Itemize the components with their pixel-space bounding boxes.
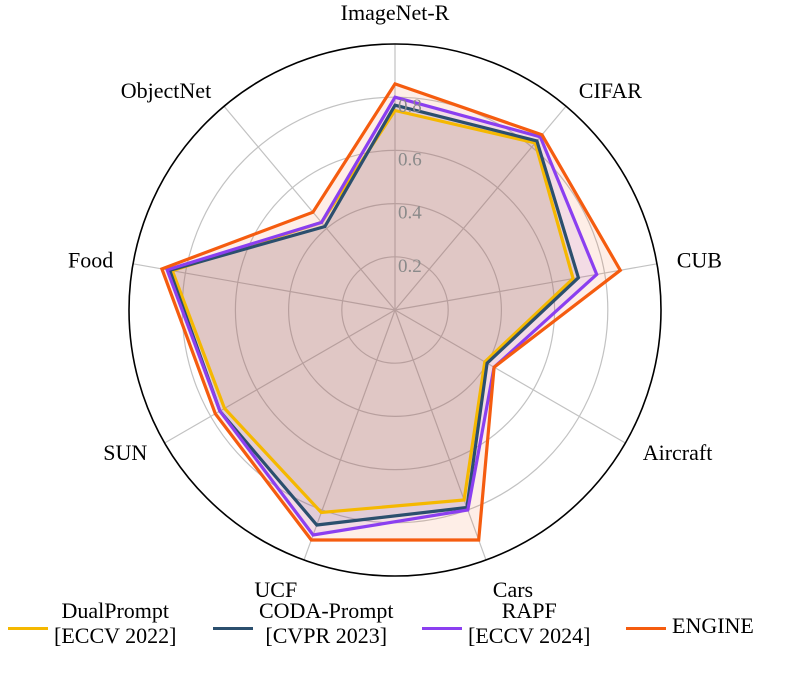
series-fill-engine [161,83,621,541]
spoke-6 [164,309,396,444]
series-fill-dualprompt [172,110,574,513]
outer-frame [128,43,662,577]
series-line-coda-prompt [167,103,581,527]
legend-swatch-engine [626,627,666,630]
series-fill-rapf [167,97,597,535]
radial-tick-label-2: 0.6 [398,149,422,170]
series-line-rapf [165,95,599,537]
spoke-7 [132,263,396,311]
legend-label-engine: ENGINE [672,598,754,638]
spoke-5 [303,309,396,561]
radar-chart: 0.2 0.4 0.6 0.8 ImageNet-R CIFAR CUB Aircraft Ca… [68,0,722,600]
spoke-3 [394,309,626,444]
legend-item-dualprompt: DualPrompt [ECCV 2022] [8,598,176,648]
legend-item-rapf: RAPF [ECCV 2024] [422,598,590,648]
legend-venue-dualprompt: [ECCV 2022] [54,623,177,648]
axis-label-cifar: CIFAR [579,78,642,103]
legend-name-rapf: RAPF [501,598,557,623]
legend-label-rapf: RAPF [ECCV 2024] [468,598,590,648]
legend-item-coda-prompt: CODA-Prompt [CVPR 2023] [213,598,393,648]
radial-tick-label-3: 0.8 [398,96,422,117]
spoke-8 [223,105,396,311]
axis-label-cub: CUB [677,247,722,272]
legend-name-dualprompt: DualPrompt [61,598,169,623]
axis-label-sun: SUN [103,440,147,465]
radial-tick-label-0: 0.2 [398,256,422,277]
series-line-engine [159,81,623,542]
legend-venue-coda-prompt: [CVPR 2023] [265,623,388,648]
axis-label-cars: Cars [493,577,533,600]
legend-swatch-dualprompt [8,627,48,630]
legend-swatch-coda-prompt [213,627,253,630]
legend-swatch-rapf [422,627,462,630]
legend: DualPrompt [ECCV 2022] CODA-Prompt [CVPR… [0,598,789,668]
spoke-4 [394,309,487,561]
legend-label-coda-prompt: CODA-Prompt [CVPR 2023] [259,598,393,648]
axis-label-food: Food [68,247,113,272]
legend-label-dualprompt: DualPrompt [ECCV 2022] [54,598,176,648]
legend-item-engine: ENGINE [626,598,754,638]
legend-name-coda-prompt: CODA-Prompt [259,598,394,623]
axis-label-aircraft: Aircraft [643,440,713,465]
axis-label-ucf: UCF [254,577,297,600]
legend-venue-rapf: [ECCV 2024] [468,623,591,648]
radial-tick-label-1: 0.4 [398,203,422,224]
spoke-2 [394,263,658,311]
legend-name-engine: ENGINE [672,613,754,638]
axis-label-objectnet: ObjectNet [121,78,211,103]
axis-label-imagenet-r: ImageNet-R [341,0,450,25]
